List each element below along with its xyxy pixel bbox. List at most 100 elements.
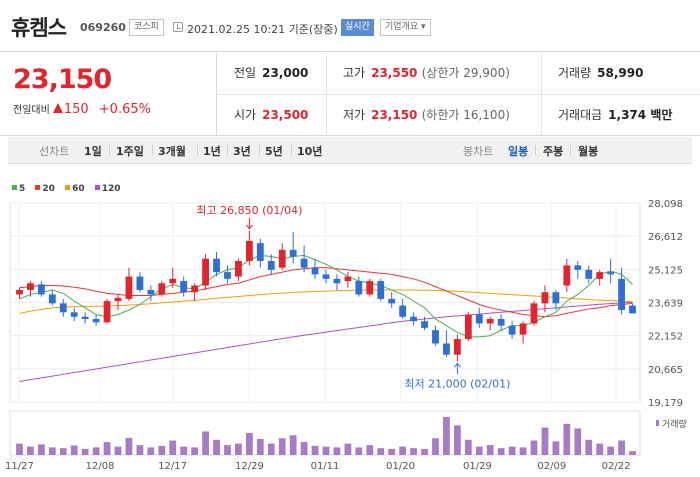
candle-body [278,249,286,268]
x-tick-label: 02/09 [537,461,566,472]
day-high: 고가 23,550 (상한가 29,900) [343,66,510,80]
candle-body [443,343,450,355]
candle-body [114,297,122,302]
volume-bar [618,440,625,455]
volume-bar [585,439,593,455]
ma-line-ma20 [19,267,633,318]
tab-10year[interactable]: 10년 [297,145,323,158]
tab-weekly[interactable]: 주봉 [543,145,564,158]
volume-bar [629,451,636,455]
volume-bar [59,448,67,455]
company-overview-dropdown[interactable]: 기업개요 ▾ [380,19,431,36]
x-tick-label: 01/20 [386,461,415,472]
volume-legend-swatch [656,420,659,426]
candle-body [311,267,319,275]
datetime-label: 2021.02.25 10:21 기준(장중) [187,23,338,36]
candle-body [202,258,209,286]
volume-bar [530,440,538,455]
volume-bar [563,423,571,455]
candle-body [256,243,264,261]
tab-1year[interactable]: 1년 [203,145,221,158]
volume-bar [355,447,363,455]
candle-body [410,316,417,322]
volume-bar [158,445,166,455]
prev-close: 전일 23,000 [234,66,309,80]
candle-body [486,318,494,324]
volume-bar [147,447,155,455]
candle-body [530,303,538,324]
change-percent: +0.65% [98,102,151,117]
low-arrow-head [453,362,461,368]
tab-1day[interactable]: 1일 [84,145,102,158]
candle-body [59,303,67,313]
tab-3year[interactable]: 3년 [233,145,251,158]
volume-bar [70,445,78,455]
volume-bar [48,447,56,455]
volume-bar [27,446,34,455]
tab-daily[interactable]: 일봉 [508,145,529,158]
ma-line-ma5 [19,254,633,338]
stock-name: 휴켐스 [11,16,67,40]
volume-bar [235,443,242,455]
volume-bar [136,445,144,455]
trade-volume: 거래량 58,990 [558,66,644,80]
candle-body [245,240,253,261]
x-tick-label: 12/29 [235,461,264,472]
candle-body [475,314,483,324]
volume-bar [508,446,516,455]
quote-summary: 23,150 전일대비 150 +0.65% 전일 23,000 고가 23,550 … [0,53,700,136]
y-tick-label: 20,665 [648,365,683,376]
candle-body [103,301,111,323]
candle-body [508,325,516,335]
open-price: 시가 23,500 [234,108,309,122]
candle-chart-label: 봉차트 [463,145,494,158]
candle-body [213,258,220,273]
realtime-button[interactable]: 실시간 [341,19,374,36]
candle-body [300,258,308,268]
tab-1week[interactable]: 1주일 [116,145,144,158]
volume-bar [475,446,483,455]
candle-body [333,278,341,284]
divider [217,94,700,95]
y-tick-label: 19,179 [648,398,683,409]
volume-bar [180,446,188,455]
stock-header: 휴켐스 069260 코스피 2021.02.25 10:21 기준(장중) 실… [0,0,700,52]
current-price: 23,150 [13,64,112,95]
day-low: 저가 23,150 (하한가 16,100) [343,108,510,122]
volume-bar [245,432,253,455]
candle-body [519,323,527,335]
candle-body [27,283,34,290]
candle-body [541,292,549,304]
market-badge: 코스피 [129,19,164,36]
ma-line-ma60 [19,289,633,314]
candle-body [136,276,144,290]
candle-body [453,339,461,355]
candle-body [585,269,593,279]
candle-body [574,265,582,270]
volume-bar [552,441,560,455]
volume-bar [81,448,89,455]
chart-legend: 5 20 60 120 [12,184,128,194]
high-annotation: 최고 26,850 (01/04) [196,204,302,217]
volume-bar [410,448,417,455]
candle-body [607,272,615,275]
candle-body [432,330,439,344]
volume-bar [224,445,231,455]
tab-5year[interactable]: 5년 [265,145,283,158]
x-tick-label: 01/11 [311,461,340,472]
candle-body [224,272,231,279]
clock-icon [173,22,183,32]
line-chart-label: 선차트 [39,145,70,158]
x-tick-label: 01/29 [463,461,492,472]
candle-body [344,276,352,282]
x-tick-label: 12/17 [158,461,187,472]
volume-bar [169,440,177,455]
stock-code: 069260 [80,21,126,34]
candle-body [399,305,407,317]
volume-bar [37,444,45,455]
tab-monthly[interactable]: 월봉 [578,145,599,158]
tab-3month[interactable]: 3개월 [158,145,186,158]
divider [216,53,217,136]
trade-amount: 거래대금 1,374 백만 [558,108,673,122]
